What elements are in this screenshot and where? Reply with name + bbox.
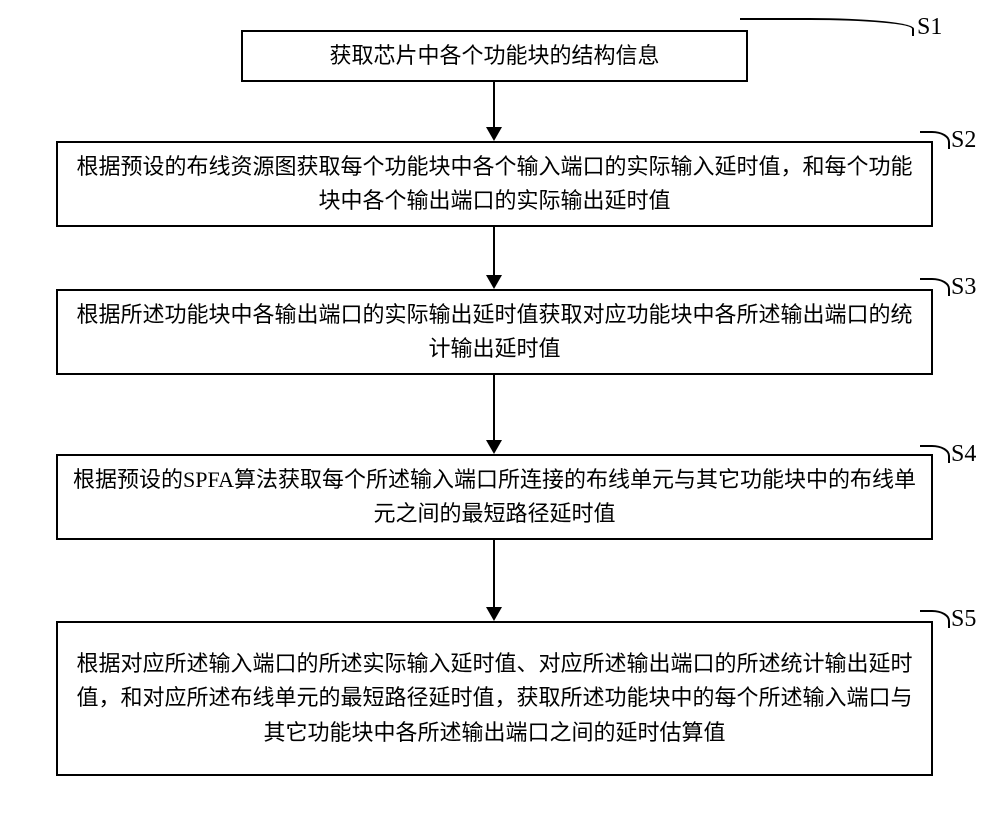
- node-text: 根据预设的SPFA算法获取每个所述输入端口所连接的布线单元与其它功能块中的布线单…: [72, 463, 917, 531]
- flowchart-node-s1: 获取芯片中各个功能块的结构信息: [241, 30, 748, 82]
- step-label-s1: S1: [917, 14, 942, 41]
- flowchart-node-s4: 根据预设的SPFA算法获取每个所述输入端口所连接的布线单元与其它功能块中的布线单…: [56, 454, 933, 540]
- node-text: 根据预设的布线资源图获取每个功能块中各个输入端口的实际输入延时值，和每个功能块中…: [72, 150, 917, 218]
- node-text: 获取芯片中各个功能块的结构信息: [329, 39, 659, 73]
- flow-arrow-3: [486, 375, 502, 454]
- leader-line-s4: [920, 445, 950, 463]
- leader-line-s3: [920, 278, 950, 296]
- leader-line-s1: [740, 18, 914, 36]
- step-label-s5: S5: [951, 606, 976, 633]
- flowchart-node-s5: 根据对应所述输入端口的所述实际输入延时值、对应所述输出端口的所述统计输出延时值，…: [56, 621, 933, 776]
- step-label-s4: S4: [951, 441, 976, 468]
- flow-arrow-4: [486, 540, 502, 621]
- leader-line-s5: [920, 610, 950, 628]
- flowchart-node-s3: 根据所述功能块中各输出端口的实际输出延时值获取对应功能块中各所述输出端口的统计输…: [56, 289, 933, 375]
- flow-arrow-1: [486, 82, 502, 141]
- leader-line-s2: [920, 131, 950, 149]
- node-text: 根据对应所述输入端口的所述实际输入延时值、对应所述输出端口的所述统计输出延时值，…: [72, 647, 917, 749]
- flowchart-node-s2: 根据预设的布线资源图获取每个功能块中各个输入端口的实际输入延时值，和每个功能块中…: [56, 141, 933, 227]
- flow-arrow-2: [486, 227, 502, 289]
- flowchart-canvas: 获取芯片中各个功能块的结构信息 根据预设的布线资源图获取每个功能块中各个输入端口…: [0, 0, 1000, 817]
- node-text: 根据所述功能块中各输出端口的实际输出延时值获取对应功能块中各所述输出端口的统计输…: [72, 298, 917, 366]
- step-label-s2: S2: [951, 127, 976, 154]
- step-label-s3: S3: [951, 274, 976, 301]
